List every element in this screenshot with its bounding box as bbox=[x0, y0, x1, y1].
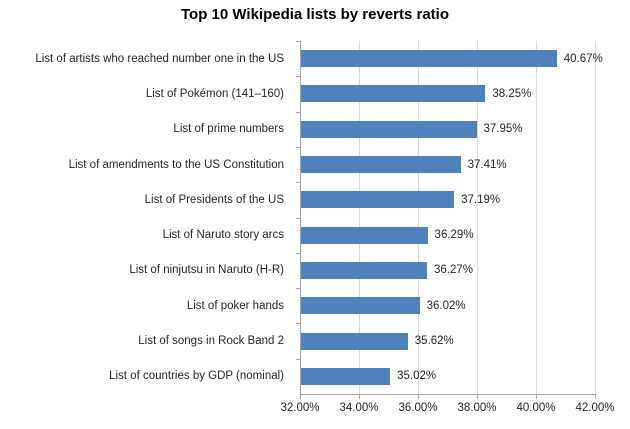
value-label: 37.19% bbox=[461, 193, 501, 206]
x-tick-mark bbox=[418, 394, 419, 399]
gridline bbox=[359, 41, 360, 394]
value-label: 35.62% bbox=[414, 335, 454, 348]
category-axis: List of artists who reached number one i… bbox=[0, 41, 292, 394]
y-tick-mark bbox=[296, 252, 300, 254]
bar bbox=[301, 226, 428, 244]
x-tick-mark bbox=[300, 394, 301, 399]
x-tick-label: 34.00% bbox=[339, 402, 379, 414]
value-label: 35.02% bbox=[397, 370, 437, 383]
y-tick-mark bbox=[296, 182, 300, 184]
x-tick-mark bbox=[536, 394, 537, 399]
category-label: List of Presidents of the US bbox=[144, 193, 284, 206]
x-tick-mark bbox=[595, 394, 596, 399]
value-label: 36.27% bbox=[433, 264, 473, 277]
category-label: List of prime numbers bbox=[173, 123, 284, 136]
y-tick-mark bbox=[296, 146, 300, 148]
gridline bbox=[595, 41, 596, 394]
bar bbox=[301, 120, 477, 138]
gridline bbox=[477, 41, 478, 394]
bar bbox=[301, 156, 461, 174]
y-tick-mark bbox=[296, 76, 300, 78]
category-label: List of countries by GDP (nominal) bbox=[109, 370, 284, 383]
category-label: List of Pokémon (141–160) bbox=[145, 87, 284, 100]
x-axis-labels: 32.00% 34.00% 36.00% 38.00% 40.00% 42.00% bbox=[0, 402, 630, 418]
chart-title: Top 10 Wikipedia lists by reverts ratio bbox=[180, 6, 449, 23]
bar bbox=[301, 191, 455, 209]
y-tick-mark bbox=[296, 111, 300, 113]
value-label: 38.25% bbox=[492, 87, 532, 100]
value-label: 40.67% bbox=[563, 52, 603, 65]
x-tick-label: 36.00% bbox=[398, 402, 438, 414]
y-tick-mark bbox=[296, 41, 300, 42]
value-label: 36.29% bbox=[434, 229, 474, 242]
x-tick-mark bbox=[359, 394, 360, 399]
x-tick-label: 38.00% bbox=[457, 402, 497, 414]
category-label: List of songs in Rock Band 2 bbox=[138, 335, 284, 348]
value-label: 36.02% bbox=[426, 299, 466, 312]
category-label: List of Naruto story arcs bbox=[162, 229, 284, 242]
gridline bbox=[418, 41, 419, 394]
category-label: List of artists who reached number one i… bbox=[35, 52, 284, 65]
y-tick-mark bbox=[296, 323, 300, 325]
category-label: List of ninjutsu in Naruto (H-R) bbox=[129, 264, 284, 277]
y-tick-mark bbox=[296, 358, 300, 360]
value-label: 37.95% bbox=[483, 123, 523, 136]
bar bbox=[301, 85, 486, 103]
bar bbox=[301, 367, 391, 385]
x-tick-label: 32.00% bbox=[280, 402, 320, 414]
category-label: List of poker hands bbox=[186, 299, 284, 312]
bar bbox=[301, 50, 557, 68]
x-tick-mark bbox=[477, 394, 478, 399]
plot-area: 40.67% 38.25% 37.95% 37.41% 37.19% 36.29% 36.2… bbox=[296, 41, 603, 399]
y-tick-mark bbox=[296, 288, 300, 290]
y-tick-mark bbox=[296, 217, 300, 219]
value-label: 37.41% bbox=[467, 158, 507, 171]
category-label: List of amendments to the US Constitutio… bbox=[68, 158, 284, 171]
gridline bbox=[536, 41, 537, 394]
bar bbox=[301, 261, 427, 279]
bar bbox=[301, 297, 420, 315]
bar bbox=[301, 332, 408, 350]
x-tick-label: 40.00% bbox=[516, 402, 556, 414]
x-tick-label: 42.00% bbox=[575, 402, 615, 414]
